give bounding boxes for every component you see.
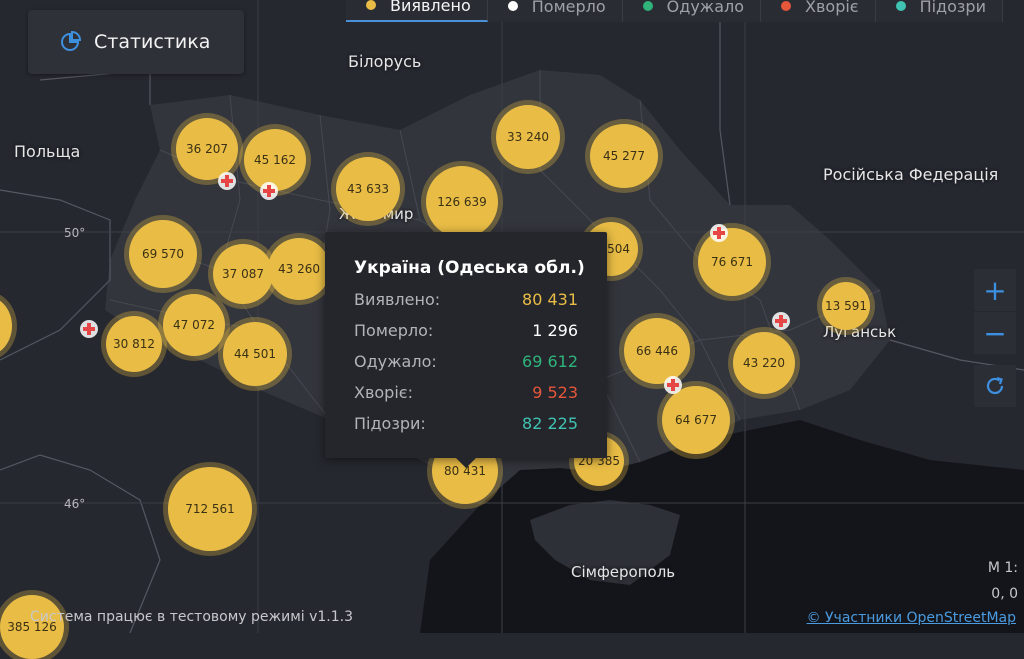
popup-row-sick: Хворіє: 9 523 bbox=[354, 383, 578, 402]
medical-cross-icon[interactable] bbox=[260, 182, 278, 200]
cluster-marker[interactable]: 43 220 bbox=[733, 332, 795, 394]
osm-attribution-link[interactable]: © Участники OpenStreetMap bbox=[806, 610, 1016, 626]
cluster-marker[interactable]: 69 570 bbox=[129, 220, 197, 288]
tab-label: Хворіє bbox=[805, 0, 859, 16]
zoom-out-button[interactable]: − bbox=[974, 312, 1016, 354]
popup-row-suspected: Підозри: 82 225 bbox=[354, 414, 578, 433]
dot-icon bbox=[507, 1, 518, 11]
cluster-marker[interactable]: 43 633 bbox=[336, 157, 400, 221]
statistics-button[interactable]: Статистика bbox=[28, 10, 244, 74]
popup-key: Підозри: bbox=[354, 414, 426, 433]
statistics-button-label: Статистика bbox=[94, 31, 211, 53]
cluster-marker[interactable]: 43 260 bbox=[268, 238, 330, 300]
place-label-russia: Російська Федерація bbox=[823, 165, 999, 184]
tab-label: Виявлено bbox=[390, 0, 471, 15]
cluster-marker[interactable]: 36 207 bbox=[176, 118, 238, 180]
scale-readout-1: M 1: bbox=[987, 560, 1018, 576]
zoom-in-button[interactable]: + bbox=[974, 269, 1016, 311]
cluster-marker[interactable]: 44 501 bbox=[223, 322, 287, 386]
cluster-marker[interactable]: 712 561 bbox=[168, 467, 252, 551]
popup-value: 82 225 bbox=[522, 414, 578, 433]
popup-row-recovered: Одужало: 69 612 bbox=[354, 352, 578, 371]
dot-icon bbox=[781, 1, 792, 11]
popup-key: Померло: bbox=[354, 321, 434, 340]
popup-value: 9 523 bbox=[532, 383, 578, 402]
cluster-marker[interactable]: 385 126 bbox=[0, 595, 64, 659]
medical-cross-icon[interactable] bbox=[710, 224, 728, 242]
pie-chart-icon bbox=[61, 31, 82, 51]
popup-value: 80 431 bbox=[522, 290, 578, 309]
tab-label: Підозри bbox=[919, 0, 986, 16]
crimea bbox=[530, 500, 680, 585]
place-label-belarus: Білорусь bbox=[348, 52, 422, 71]
black-sea bbox=[420, 420, 1024, 633]
place-label-poland: Польща bbox=[14, 142, 81, 161]
cluster-marker[interactable]: 45 277 bbox=[590, 124, 658, 188]
scale-readout-2: 0, 0 bbox=[991, 586, 1018, 602]
tab-label: Одужало bbox=[666, 0, 745, 16]
region-popup: Україна (Одеська обл.) Виявлено: 80 431 … bbox=[325, 232, 607, 468]
dot-icon bbox=[895, 1, 906, 11]
tab-suspected[interactable]: Підозри bbox=[876, 0, 1003, 22]
medical-cross-icon[interactable] bbox=[664, 376, 682, 394]
medical-cross-icon[interactable] bbox=[218, 172, 236, 190]
cluster-marker[interactable]: 37 087 bbox=[213, 244, 273, 304]
popup-key: Виявлено: bbox=[354, 290, 441, 309]
popup-value: 1 296 bbox=[532, 321, 578, 340]
cluster-marker[interactable]: 64 677 bbox=[662, 386, 730, 454]
cluster-marker[interactable]: 47 072 bbox=[163, 294, 225, 356]
cluster-marker[interactable]: 45 162 bbox=[244, 129, 306, 191]
cluster-marker[interactable]: 30 812 bbox=[106, 316, 162, 372]
popup-row-detected: Виявлено: 80 431 bbox=[354, 290, 578, 309]
place-label-simferopol: Сімферополь bbox=[571, 563, 676, 581]
popup-row-deaths: Померло: 1 296 bbox=[354, 321, 578, 340]
tab-deaths[interactable]: Померло bbox=[488, 0, 623, 22]
dot-icon bbox=[366, 0, 376, 10]
tab-label: Померло bbox=[531, 0, 606, 16]
tab-sick[interactable]: Хворіє bbox=[761, 0, 876, 22]
medical-cross-icon[interactable] bbox=[772, 312, 790, 330]
latitude-label-50: 50° bbox=[64, 226, 86, 240]
popup-key: Одужало: bbox=[354, 352, 437, 371]
tab-detected[interactable]: Виявлено bbox=[346, 0, 488, 22]
cluster-marker[interactable]: 76 671 bbox=[698, 228, 766, 296]
version-text: Система працює в тестовому режимі v1.1.3 bbox=[30, 609, 354, 625]
popup-title: Україна (Одеська обл.) bbox=[354, 258, 585, 278]
cluster-marker[interactable]: 126 639 bbox=[426, 166, 498, 238]
cluster-marker[interactable]: 33 240 bbox=[496, 105, 560, 169]
popup-value: 69 612 bbox=[522, 352, 578, 371]
tab-recovered[interactable]: Одужало bbox=[623, 0, 762, 22]
cluster-marker[interactable]: 66 446 bbox=[624, 318, 690, 384]
cluster-marker[interactable]: 13 591 bbox=[822, 282, 870, 330]
dot-icon bbox=[642, 1, 653, 11]
refresh-icon bbox=[986, 376, 1004, 395]
latitude-label-46: 46° bbox=[64, 497, 86, 511]
medical-cross-icon[interactable] bbox=[80, 320, 98, 338]
metric-tabs: Виявлено Померло Одужало Хворіє Підозри bbox=[346, 0, 1003, 22]
popup-key: Хворіє: bbox=[354, 383, 413, 402]
refresh-button[interactable] bbox=[974, 365, 1016, 407]
